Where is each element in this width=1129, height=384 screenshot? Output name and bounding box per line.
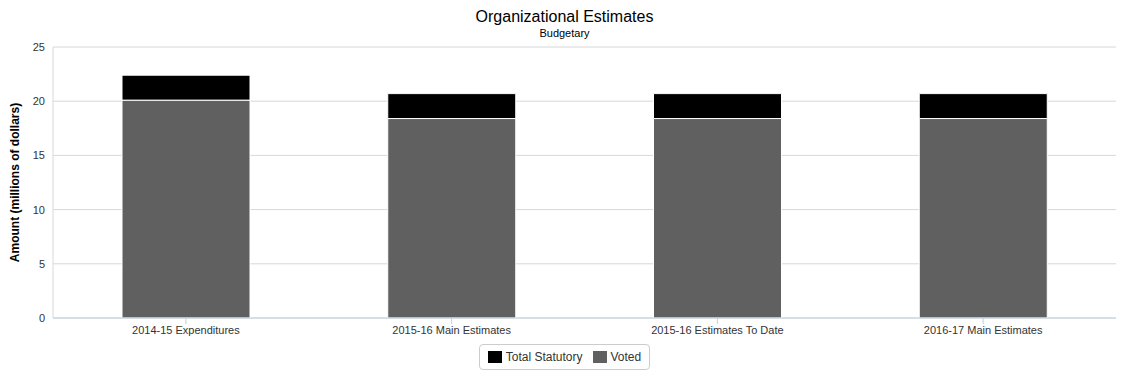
svg-text:2016-17 Main Estimates: 2016-17 Main Estimates bbox=[924, 324, 1043, 336]
html-text:Budgetary: Budgetary bbox=[539, 27, 590, 39]
svg-text:15: 15 bbox=[33, 149, 45, 161]
svg-text:25: 25 bbox=[33, 41, 45, 53]
svg-text:2015-16 Main Estimates: 2015-16 Main Estimates bbox=[392, 324, 511, 336]
svg-text:2015-16 Estimates To Date: 2015-16 Estimates To Date bbox=[651, 324, 783, 336]
svg-text:2014-15 Expenditures: 2014-15 Expenditures bbox=[132, 324, 240, 336]
html-text:Voted: Voted bbox=[610, 350, 642, 364]
svg-text:0: 0 bbox=[39, 312, 45, 324]
html-text:Organizational Estimates: Organizational Estimates bbox=[475, 8, 654, 25]
svg-text:20: 20 bbox=[33, 95, 45, 107]
svg-text:Amount (millions of dollars): Amount (millions of dollars) bbox=[8, 103, 22, 262]
svg-text:10: 10 bbox=[33, 204, 45, 216]
svg-text:5: 5 bbox=[39, 258, 45, 270]
html-text:Total Statutory: Total Statutory bbox=[505, 350, 583, 364]
